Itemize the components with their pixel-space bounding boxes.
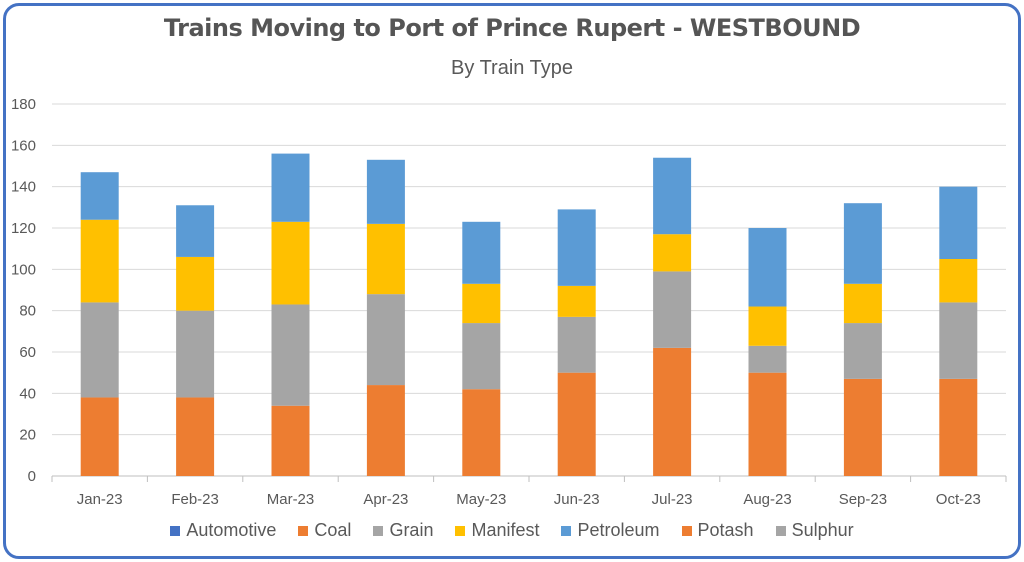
bar-segment-coal — [748, 372, 787, 476]
y-tick-label: 0 — [28, 468, 36, 485]
x-tick-label: Apr-23 — [363, 491, 408, 508]
y-tick-label: 120 — [11, 220, 36, 237]
bar-segment-petroleum — [843, 203, 882, 284]
x-tick-label: Mar-23 — [267, 491, 315, 508]
bar-segment-coal — [939, 378, 978, 476]
bar-segment-petroleum — [366, 159, 405, 224]
x-tick-label: Oct-23 — [936, 491, 981, 508]
chart-subtitle: By Train Type — [451, 57, 573, 79]
bar-segment-manifest — [653, 234, 692, 272]
bar-segment-coal — [80, 397, 119, 476]
legend-swatch — [455, 525, 466, 536]
legend-label: Coal — [314, 520, 352, 540]
legend-item-sulphur: Sulphur — [775, 520, 854, 541]
x-tick-label: May-23 — [456, 491, 506, 508]
legend-label: Grain — [389, 520, 434, 540]
legend-item-automotive: Automotive — [170, 520, 276, 541]
y-tick-label: 180 — [11, 96, 36, 113]
legend-label: Manifest — [471, 520, 540, 540]
legend-label: Automotive — [186, 520, 277, 540]
legend-swatch — [373, 525, 384, 536]
bar-segment-petroleum — [748, 228, 787, 307]
legend-label: Petroleum — [577, 520, 660, 540]
legend-label: Sulphur — [791, 520, 854, 540]
bar-segment-grain — [271, 304, 310, 406]
bar-segment-manifest — [462, 283, 501, 324]
bar-segment-manifest — [176, 256, 215, 311]
legend-item-coal: Coal — [298, 520, 351, 541]
y-tick-label: 80 — [19, 303, 36, 320]
bar-segment-grain — [366, 294, 405, 386]
chart-title: Trains Moving to Port of Prince Rupert -… — [163, 14, 861, 42]
bar-segment-coal — [366, 385, 405, 476]
y-tick-label: 20 — [19, 427, 36, 444]
y-tick-label: 100 — [11, 261, 36, 278]
bar-segment-petroleum — [271, 153, 310, 222]
chart-legend: Automotive Coal Grain Manifest Petroleum Pota… — [0, 520, 1024, 541]
bar-segment-grain — [557, 316, 596, 373]
bar-segment-petroleum — [557, 209, 596, 286]
bar-segment-coal — [653, 347, 692, 476]
bar-segment-petroleum — [80, 172, 119, 220]
bar-segment-coal — [271, 405, 310, 476]
bar-segment-petroleum — [462, 221, 501, 284]
legend-swatch — [170, 525, 181, 536]
y-tick-label: 60 — [19, 344, 36, 361]
x-tick-label: Jan-23 — [77, 491, 123, 508]
legend-swatch — [298, 525, 309, 536]
legend-item-grain: Grain — [373, 520, 433, 541]
bar-segment-petroleum — [653, 157, 692, 235]
bar-segment-manifest — [939, 259, 978, 303]
bar-segment-grain — [176, 310, 215, 398]
bar-segment-grain — [80, 302, 119, 398]
x-tick-label: Sep-23 — [839, 491, 887, 508]
bar-segment-manifest — [80, 219, 119, 303]
x-tick-label: Aug-23 — [743, 491, 791, 508]
bar-segment-grain — [843, 323, 882, 379]
bar-segment-grain — [939, 302, 978, 379]
legend-swatch — [561, 525, 572, 536]
bar-segment-manifest — [557, 285, 596, 317]
legend-item-potash: Potash — [681, 520, 754, 541]
bar-segment-coal — [557, 372, 596, 476]
bar-segment-coal — [843, 378, 882, 476]
bar-segment-manifest — [843, 283, 882, 324]
bar-segment-petroleum — [939, 186, 978, 259]
y-tick-label: 140 — [11, 179, 36, 196]
y-tick-label: 160 — [11, 137, 36, 154]
x-tick-label: Feb-23 — [171, 491, 219, 508]
bar-segment-grain — [653, 271, 692, 348]
x-tick-label: Jun-23 — [554, 491, 600, 508]
bar-segment-grain — [748, 345, 787, 373]
legend-item-petroleum: Petroleum — [561, 520, 660, 541]
bar-segment-manifest — [748, 306, 787, 346]
bar-segment-manifest — [366, 223, 405, 295]
x-tick-label: Jul-23 — [652, 491, 693, 508]
bar-segment-petroleum — [176, 205, 215, 257]
legend-item-manifest: Manifest — [455, 520, 539, 541]
bar-segment-coal — [462, 389, 501, 476]
bar-segment-coal — [176, 397, 215, 476]
legend-swatch — [681, 525, 692, 536]
legend-label: Potash — [697, 520, 754, 540]
legend-swatch — [775, 525, 786, 536]
bar-segment-grain — [462, 323, 501, 390]
y-tick-label: 40 — [19, 385, 36, 402]
bar-segment-manifest — [271, 221, 310, 305]
